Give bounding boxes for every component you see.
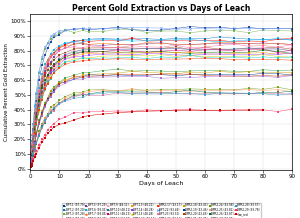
- Legend: BPT-1 (97.79), BPT-2 (97.20), BPT-3 (97.28), BPT-4 (97.29), BPT-5 (97.29), BPT-6: BPT-1 (97.79), BPT-2 (97.20), BPT-3 (97.…: [62, 203, 261, 218]
- X-axis label: Days of Leach: Days of Leach: [139, 181, 184, 186]
- Y-axis label: Cumulative Percent Gold Extraction: Cumulative Percent Gold Extraction: [4, 43, 9, 141]
- Title: Percent Gold Extraction vs Days of Leach: Percent Gold Extraction vs Days of Leach: [72, 4, 250, 13]
